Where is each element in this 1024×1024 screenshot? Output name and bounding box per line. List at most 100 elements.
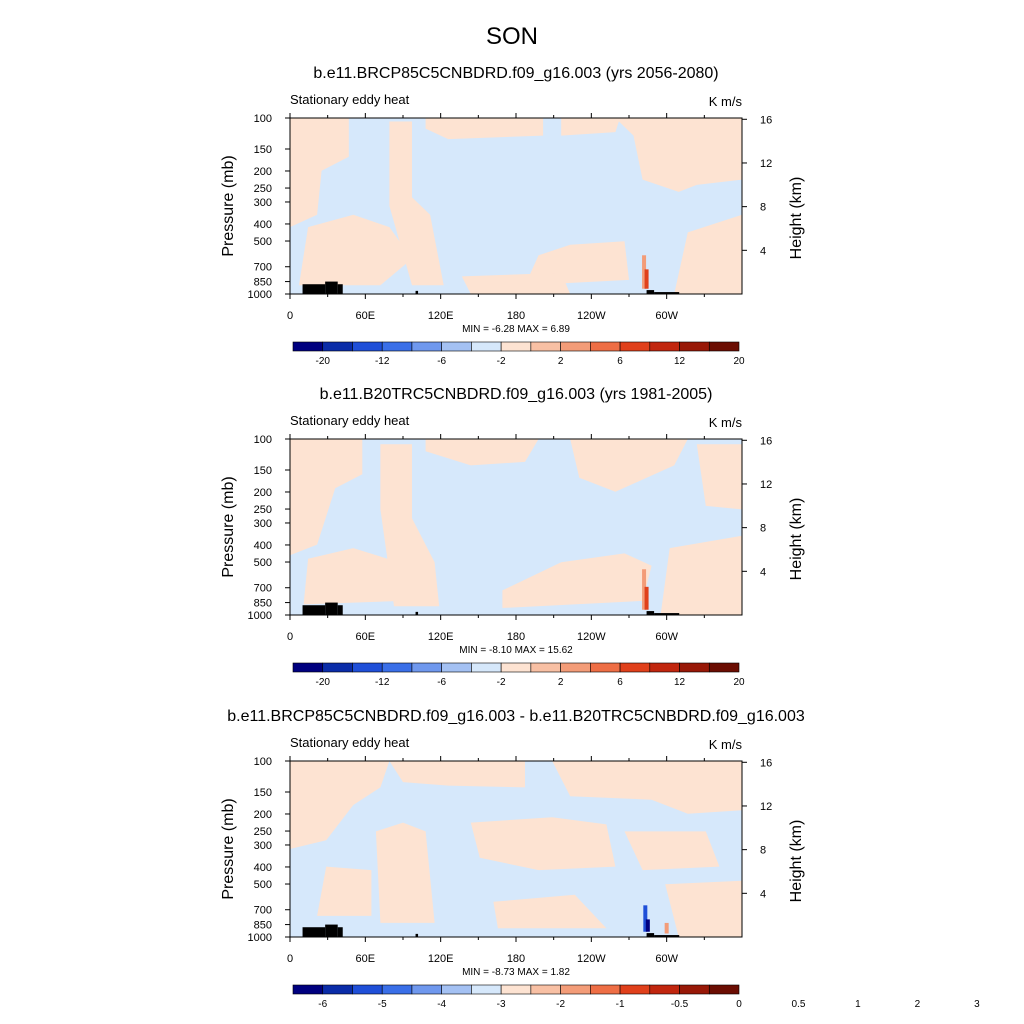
y-tick-label: 200 bbox=[254, 809, 272, 821]
heatmap-region bbox=[624, 831, 720, 871]
y-right-tick-label: 16 bbox=[760, 757, 772, 769]
colorbar-box bbox=[560, 984, 591, 995]
y-tick-label: 100 bbox=[254, 113, 272, 125]
y-right-tick-label: 12 bbox=[760, 158, 772, 170]
topography-block bbox=[302, 605, 326, 615]
topography-block bbox=[302, 284, 326, 294]
y-tick-label: 850 bbox=[254, 277, 272, 289]
panel-subtitle: Stationary eddy heat bbox=[290, 413, 410, 428]
heatmap-region bbox=[552, 761, 742, 814]
y-right-tick-label: 12 bbox=[760, 801, 772, 813]
colorbar-label: -2 bbox=[497, 677, 506, 688]
topography-block bbox=[337, 927, 343, 937]
x-tick-label: 180 bbox=[507, 310, 525, 322]
colorbar-label: -5 bbox=[378, 999, 387, 1010]
y-right-tick-label: 16 bbox=[760, 435, 772, 447]
heatmap-region bbox=[461, 272, 571, 294]
x-tick-label: 120E bbox=[428, 631, 454, 643]
colorbar-box bbox=[352, 341, 383, 352]
colorbar-box bbox=[530, 341, 561, 352]
colorbar-box bbox=[352, 662, 383, 673]
heatmap-region bbox=[299, 214, 412, 286]
topography-block bbox=[654, 935, 680, 937]
colorbar-label: 6 bbox=[617, 677, 623, 688]
y-tick-label: 1000 bbox=[248, 932, 272, 944]
y-tick-label: 1000 bbox=[248, 610, 272, 622]
panel-units: K m/s bbox=[709, 94, 743, 109]
chart-panel-3: b.e11.BRCP85C5CNBDRD.f09_g16.003 - b.e11… bbox=[220, 708, 980, 1010]
colorbar-label: 20 bbox=[733, 677, 745, 688]
y-tick-label: 200 bbox=[254, 166, 272, 178]
colorbar-box bbox=[708, 341, 740, 352]
topography-block bbox=[646, 611, 655, 615]
colorbar-box bbox=[708, 984, 740, 995]
colorbar-label: 0 bbox=[736, 999, 742, 1010]
y-tick-label: 300 bbox=[254, 840, 272, 852]
heatmap-region bbox=[615, 118, 742, 192]
x-tick-label: 60E bbox=[356, 310, 376, 322]
topography-block bbox=[646, 290, 655, 294]
topography-block bbox=[337, 284, 343, 294]
x-tick-label: 60W bbox=[655, 953, 678, 965]
colorbar-box bbox=[708, 662, 740, 673]
panel-title: b.e11.BRCP85C5CNBDRD.f09_g16.003 - b.e11… bbox=[227, 708, 805, 725]
heatmap-region bbox=[665, 880, 742, 937]
x-tick-label: 60E bbox=[356, 631, 376, 643]
y-tick-label: 400 bbox=[254, 540, 272, 552]
colorbar-box bbox=[322, 341, 353, 352]
heatmap-region bbox=[696, 444, 742, 510]
y-right-tick-label: 4 bbox=[760, 566, 766, 578]
x-tick-label: 60E bbox=[356, 953, 376, 965]
y-right-tick-label: 4 bbox=[760, 245, 766, 257]
y-axis-label: Pressure (mb) bbox=[220, 476, 237, 577]
heatmap-extreme bbox=[642, 569, 647, 610]
y-tick-label: 850 bbox=[254, 598, 272, 610]
colorbar-label: -20 bbox=[316, 356, 331, 367]
topography-block bbox=[415, 290, 419, 294]
panel-units: K m/s bbox=[709, 415, 743, 430]
y-axis-label: Pressure (mb) bbox=[220, 155, 237, 256]
y-right-axis-label: Height (km) bbox=[788, 820, 805, 903]
colorbar-box bbox=[352, 984, 383, 995]
colorbar-box bbox=[441, 662, 472, 673]
colorbar-box bbox=[471, 984, 502, 995]
heatmap-extreme bbox=[644, 269, 649, 289]
colorbar-label: 2 bbox=[915, 999, 921, 1010]
colorbar-label: -12 bbox=[375, 356, 390, 367]
heatmap-region bbox=[493, 894, 607, 929]
heatmap-extreme bbox=[643, 905, 648, 932]
y-right-tick-label: 8 bbox=[760, 523, 766, 535]
heatmap-field bbox=[290, 118, 742, 294]
colorbar-box bbox=[381, 341, 413, 352]
x-tick-label: 0 bbox=[287, 310, 293, 322]
colorbar-box bbox=[500, 662, 532, 673]
colorbar-box bbox=[322, 662, 353, 673]
x-tick-label: 0 bbox=[287, 953, 293, 965]
topography-block bbox=[325, 281, 338, 294]
topography-block bbox=[646, 933, 655, 937]
colorbar-label: -6 bbox=[318, 999, 327, 1010]
topography-block bbox=[325, 924, 338, 937]
colorbar-box bbox=[649, 662, 680, 673]
y-tick-label: 400 bbox=[254, 219, 272, 231]
topography-block bbox=[415, 933, 419, 937]
x-tick-label: 60W bbox=[655, 631, 678, 643]
colorbar: -6-5-4-3-2-1-0.500.5123456 bbox=[292, 984, 980, 1010]
colorbar-box bbox=[530, 984, 561, 995]
colorbar-box bbox=[619, 984, 651, 995]
colorbar-box bbox=[590, 341, 621, 352]
colorbar-label: 6 bbox=[617, 356, 623, 367]
colorbar-box bbox=[292, 984, 324, 995]
colorbar-label: 12 bbox=[674, 677, 686, 688]
y-tick-label: 1000 bbox=[248, 289, 272, 301]
colorbar-box bbox=[500, 984, 532, 995]
colorbar-label: -2 bbox=[556, 999, 565, 1010]
colorbar-label: 2 bbox=[558, 677, 564, 688]
y-tick-label: 500 bbox=[254, 879, 272, 891]
y-tick-label: 400 bbox=[254, 862, 272, 874]
colorbar-label: 2 bbox=[558, 356, 564, 367]
x-tick-label: 120E bbox=[428, 953, 454, 965]
colorbar-box bbox=[411, 341, 442, 352]
y-right-axis-label: Height (km) bbox=[788, 498, 805, 581]
colorbar-label: -20 bbox=[316, 677, 331, 688]
